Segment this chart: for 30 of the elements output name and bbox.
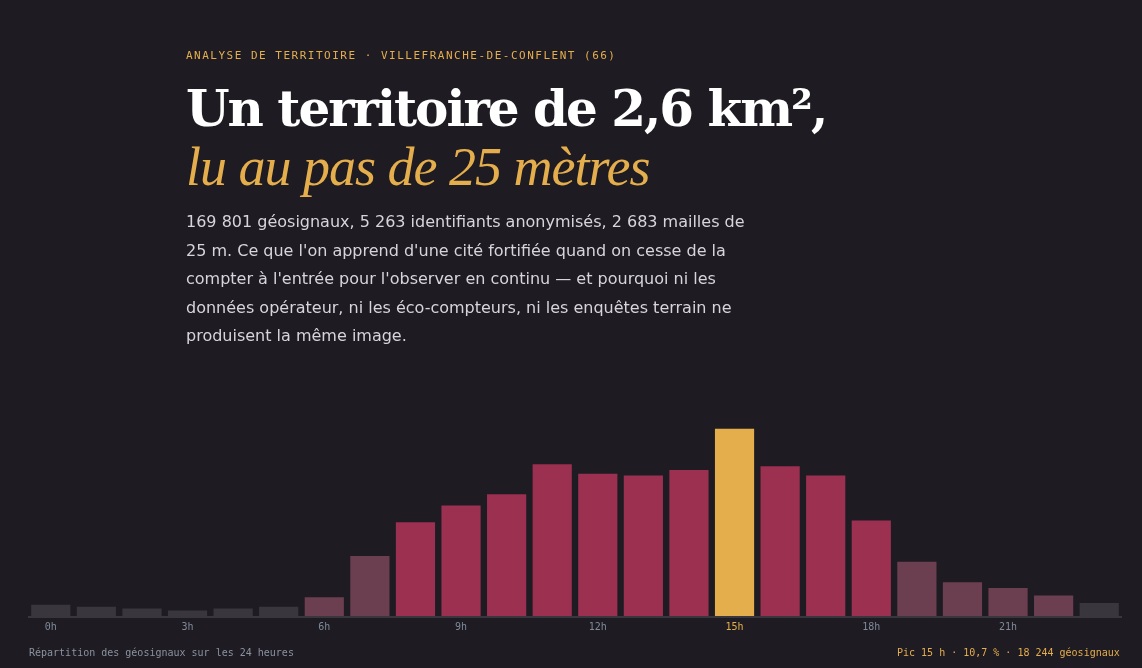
x-tick-label: 18h	[862, 621, 881, 632]
x-tick-label: 3h	[181, 621, 194, 632]
text: Pic 15 h · 10,7 % · 18 244 géosignaux	[897, 647, 1120, 658]
bar	[350, 556, 390, 616]
bar	[623, 475, 663, 616]
x-tick-label: 21h	[999, 621, 1018, 632]
bar	[988, 587, 1028, 616]
bar	[304, 597, 344, 616]
bar	[760, 466, 800, 616]
bar	[578, 473, 618, 616]
text: ANALYSE DE TERRITOIRE · VILLEFRANCHE-DE-CONFLENT (66)	[186, 49, 617, 62]
bar	[1034, 595, 1074, 616]
x-tick-label: 6h	[318, 621, 331, 632]
bar	[942, 582, 983, 616]
x-tick-label: 0h	[44, 621, 57, 632]
chart-title: Un territoire de 2,6 km², lu au pas de 25 mètres	[186, 79, 827, 197]
text: Répartition des géosignaux sur les 24 heures	[29, 647, 294, 658]
bar	[714, 428, 755, 616]
bar	[395, 522, 436, 616]
x-tick-label: 15h	[725, 621, 744, 632]
bar	[487, 494, 527, 616]
chart-subtitle: 169 801 géosignaux, 5 263 identifiants anonymisés, 2 683 mailles de 25 m. Ce que l'on apprend d'une cité fortifiée quand on cesse de la compter à l'entrée pour l'observer en continu — et pourquoi ni les données opérateur, ni les éco-compteurs, ni les enquêtes terrain ne produisent la même image.	[186, 211, 746, 347]
bar	[897, 561, 937, 616]
bar	[532, 464, 572, 616]
bar	[806, 475, 846, 616]
x-tick-label: 12h	[588, 621, 607, 632]
x-tick-label: 9h	[455, 621, 468, 632]
bar	[851, 520, 891, 616]
bar	[441, 505, 481, 616]
bar	[669, 469, 709, 616]
